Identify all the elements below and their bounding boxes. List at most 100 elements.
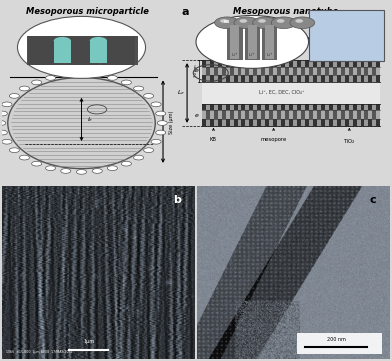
Text: c: c <box>369 195 376 205</box>
Circle shape <box>134 86 143 91</box>
Bar <box>265 60 269 67</box>
Bar <box>368 67 372 75</box>
Bar <box>277 110 281 119</box>
Bar <box>317 119 321 126</box>
Bar <box>221 75 226 82</box>
Circle shape <box>151 102 161 107</box>
Circle shape <box>76 170 87 174</box>
Bar <box>234 67 238 75</box>
Bar <box>210 60 214 67</box>
Circle shape <box>258 19 266 23</box>
Bar <box>206 110 210 119</box>
Circle shape <box>92 73 102 78</box>
Bar <box>289 110 293 119</box>
Circle shape <box>143 148 154 153</box>
Bar <box>301 75 305 82</box>
Bar <box>214 60 218 67</box>
Bar <box>230 110 234 119</box>
Bar <box>202 110 206 119</box>
Bar <box>202 60 380 67</box>
Circle shape <box>19 155 29 160</box>
Text: $l_e$: $l_e$ <box>87 115 93 124</box>
Bar <box>230 60 234 67</box>
Bar <box>301 119 305 126</box>
Bar <box>265 25 274 59</box>
Bar <box>238 67 241 75</box>
Circle shape <box>61 169 71 173</box>
Bar <box>210 75 214 82</box>
Bar <box>313 67 317 75</box>
Bar <box>249 104 253 110</box>
Bar <box>277 60 281 67</box>
Bar <box>341 67 345 75</box>
Bar <box>241 110 245 119</box>
Bar <box>297 119 301 126</box>
Bar <box>376 110 380 119</box>
Bar <box>333 75 337 82</box>
Circle shape <box>0 130 7 135</box>
Bar <box>230 119 234 126</box>
Circle shape <box>240 19 247 23</box>
Bar <box>361 67 365 75</box>
Bar <box>265 104 269 110</box>
Bar <box>301 60 305 67</box>
Text: nanotube: nanotube <box>339 96 360 100</box>
Bar <box>234 110 238 119</box>
Bar <box>245 119 249 126</box>
Bar <box>261 119 265 126</box>
Bar <box>265 119 269 126</box>
Bar <box>309 104 313 110</box>
Bar <box>253 75 258 82</box>
Bar <box>65 36 99 65</box>
Bar <box>348 119 352 126</box>
FancyBboxPatch shape <box>309 10 384 61</box>
Bar <box>269 104 273 110</box>
Bar <box>317 67 321 75</box>
Bar <box>341 75 345 82</box>
Text: $L_e$: $L_e$ <box>177 88 185 97</box>
Bar <box>285 119 289 126</box>
Bar <box>214 75 218 82</box>
Bar <box>341 60 345 67</box>
Circle shape <box>234 17 259 29</box>
Circle shape <box>277 19 285 23</box>
Bar <box>321 67 325 75</box>
Bar <box>261 67 265 75</box>
Bar <box>297 110 301 119</box>
Bar <box>289 67 293 75</box>
Bar <box>234 60 238 67</box>
Bar <box>258 104 261 110</box>
Bar <box>269 60 273 67</box>
Bar <box>261 75 265 82</box>
Circle shape <box>196 16 309 68</box>
Bar <box>281 75 285 82</box>
Bar <box>261 104 265 110</box>
Bar <box>329 110 333 119</box>
Text: Mesoporous microparticle: Mesoporous microparticle <box>26 7 149 16</box>
Bar <box>230 75 234 82</box>
Bar <box>245 75 249 82</box>
Bar <box>210 67 214 75</box>
Bar <box>202 119 380 126</box>
Bar <box>245 24 260 60</box>
Bar <box>249 60 253 67</box>
Bar <box>285 110 289 119</box>
Bar <box>273 110 277 119</box>
Bar <box>337 60 341 67</box>
Bar <box>253 67 258 75</box>
Bar <box>376 75 380 82</box>
Bar <box>357 67 361 75</box>
Text: e: e <box>263 48 266 52</box>
Text: e: e <box>246 48 248 52</box>
Bar <box>368 75 372 82</box>
Bar <box>325 119 329 126</box>
Circle shape <box>107 166 118 170</box>
Bar <box>218 119 221 126</box>
Bar <box>277 119 281 126</box>
Bar <box>277 75 281 82</box>
Bar <box>337 67 341 75</box>
Bar <box>258 110 261 119</box>
Bar <box>305 119 309 126</box>
Bar <box>249 67 253 75</box>
Text: $L_{ion}$: $L_{ion}$ <box>81 24 90 32</box>
